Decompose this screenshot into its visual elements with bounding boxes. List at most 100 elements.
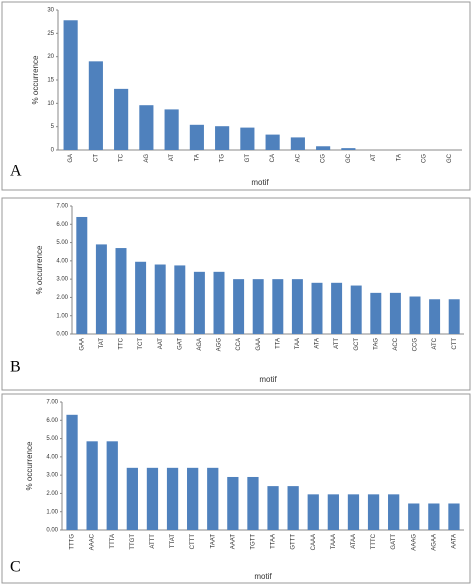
y-axis-title: % occurrence xyxy=(25,441,34,490)
y-tick-label: 0.00 xyxy=(56,332,68,338)
bar xyxy=(408,503,420,530)
y-tick-label: 0.00 xyxy=(46,528,58,534)
x-tick-label: TAAA xyxy=(331,534,337,549)
x-tick-label: CG xyxy=(422,154,428,163)
y-tick-label: 2.00 xyxy=(46,491,58,497)
bar xyxy=(213,271,225,334)
bar xyxy=(290,137,305,150)
bar xyxy=(327,494,339,530)
x-tick-label: GCT xyxy=(354,338,360,351)
x-tick-label: ATC xyxy=(432,337,438,349)
x-tick-label: GAA xyxy=(79,338,85,351)
bar xyxy=(448,503,460,530)
panel-label: B xyxy=(10,359,21,376)
y-tick-label: 2.00 xyxy=(56,295,68,301)
bar xyxy=(409,296,421,334)
y-tick-label: 5.00 xyxy=(46,436,58,442)
bar xyxy=(174,265,186,334)
y-tick-label: 5 xyxy=(51,124,55,130)
y-tick-label: 1.00 xyxy=(56,313,68,319)
bar xyxy=(95,244,107,334)
x-tick-label: CTT xyxy=(452,338,458,350)
x-tick-label: ATAA xyxy=(351,534,357,549)
x-axis-title: motif xyxy=(251,178,269,187)
bar xyxy=(166,467,179,530)
bar xyxy=(350,285,362,334)
x-tick-label: CT xyxy=(93,154,99,162)
bar xyxy=(367,494,380,530)
bar xyxy=(106,441,118,530)
x-tick-label: AC xyxy=(295,153,301,162)
bar xyxy=(428,503,440,530)
bar xyxy=(164,109,179,150)
x-tick-label: CTTT xyxy=(190,534,196,550)
y-tick-label: 6.00 xyxy=(46,418,58,424)
panel-label: A xyxy=(10,163,22,180)
x-axis-title: motif xyxy=(259,375,277,384)
x-tick-label: TAG xyxy=(373,338,379,350)
y-tick-label: 4.00 xyxy=(46,454,58,460)
bar xyxy=(114,88,129,150)
x-tick-label: AAAC xyxy=(90,533,96,550)
bar xyxy=(88,61,103,151)
x-tick-label: AAAT xyxy=(230,534,236,550)
bar xyxy=(233,279,245,334)
x-tick-label: CG xyxy=(321,154,327,163)
y-axis-title: % occurrence xyxy=(31,55,40,104)
x-tick-label: AAT xyxy=(158,338,164,350)
x-tick-label: AT xyxy=(169,154,175,162)
x-tick-label: AT xyxy=(371,154,377,162)
panel-frame xyxy=(1,197,471,391)
x-tick-label: AG xyxy=(144,154,150,163)
y-tick-label: 3.00 xyxy=(56,277,68,283)
x-tick-label: CCA xyxy=(236,338,242,351)
bar xyxy=(146,467,159,530)
y-tick-label: 15 xyxy=(47,78,54,84)
x-tick-label: TAAT xyxy=(210,534,216,549)
x-tick-label: TCT xyxy=(138,338,144,350)
bar xyxy=(193,271,205,334)
bar xyxy=(347,494,360,530)
bar xyxy=(331,282,343,334)
y-tick-label: 10 xyxy=(47,101,54,107)
y-tick-label: 7.00 xyxy=(56,204,68,210)
x-tick-label: ATTT xyxy=(150,534,156,549)
bar xyxy=(291,279,303,334)
x-tick-label: CAAA xyxy=(311,534,317,550)
y-tick-label: 0 xyxy=(51,148,55,154)
panel-frame xyxy=(1,1,471,191)
bar xyxy=(76,216,88,334)
bar xyxy=(370,292,382,334)
bar xyxy=(187,467,199,530)
y-tick-label: 30 xyxy=(47,8,54,14)
bar xyxy=(316,146,331,150)
x-tick-label: ACC xyxy=(393,337,399,350)
bar xyxy=(252,279,264,334)
bar xyxy=(341,148,356,150)
bar xyxy=(240,127,255,150)
x-tick-label: GC xyxy=(346,153,352,163)
x-tick-label: TAT xyxy=(99,338,105,349)
x-tick-label: TTAT xyxy=(170,534,176,548)
x-tick-label: TTAA xyxy=(271,534,277,549)
panel-frame xyxy=(1,393,471,584)
y-tick-label: 25 xyxy=(47,31,54,37)
y-tick-label: 20 xyxy=(47,54,54,60)
bar xyxy=(389,292,401,334)
panel-label: C xyxy=(10,559,21,576)
y-tick-label: 7.00 xyxy=(46,400,58,406)
bar xyxy=(265,134,280,150)
bar xyxy=(215,126,230,150)
x-tick-label: TTTG xyxy=(70,534,76,550)
x-tick-label: AGA xyxy=(197,338,203,351)
bar xyxy=(63,20,78,151)
x-tick-label: TA xyxy=(194,154,200,161)
x-tick-label: TTGT xyxy=(130,534,136,550)
bar xyxy=(287,486,299,530)
x-tick-label: ATA xyxy=(315,338,321,349)
bar xyxy=(307,494,319,530)
x-tick-label: CCG xyxy=(413,338,419,352)
x-tick-label: GTTT xyxy=(291,534,297,550)
x-tick-label: CA xyxy=(270,154,276,162)
